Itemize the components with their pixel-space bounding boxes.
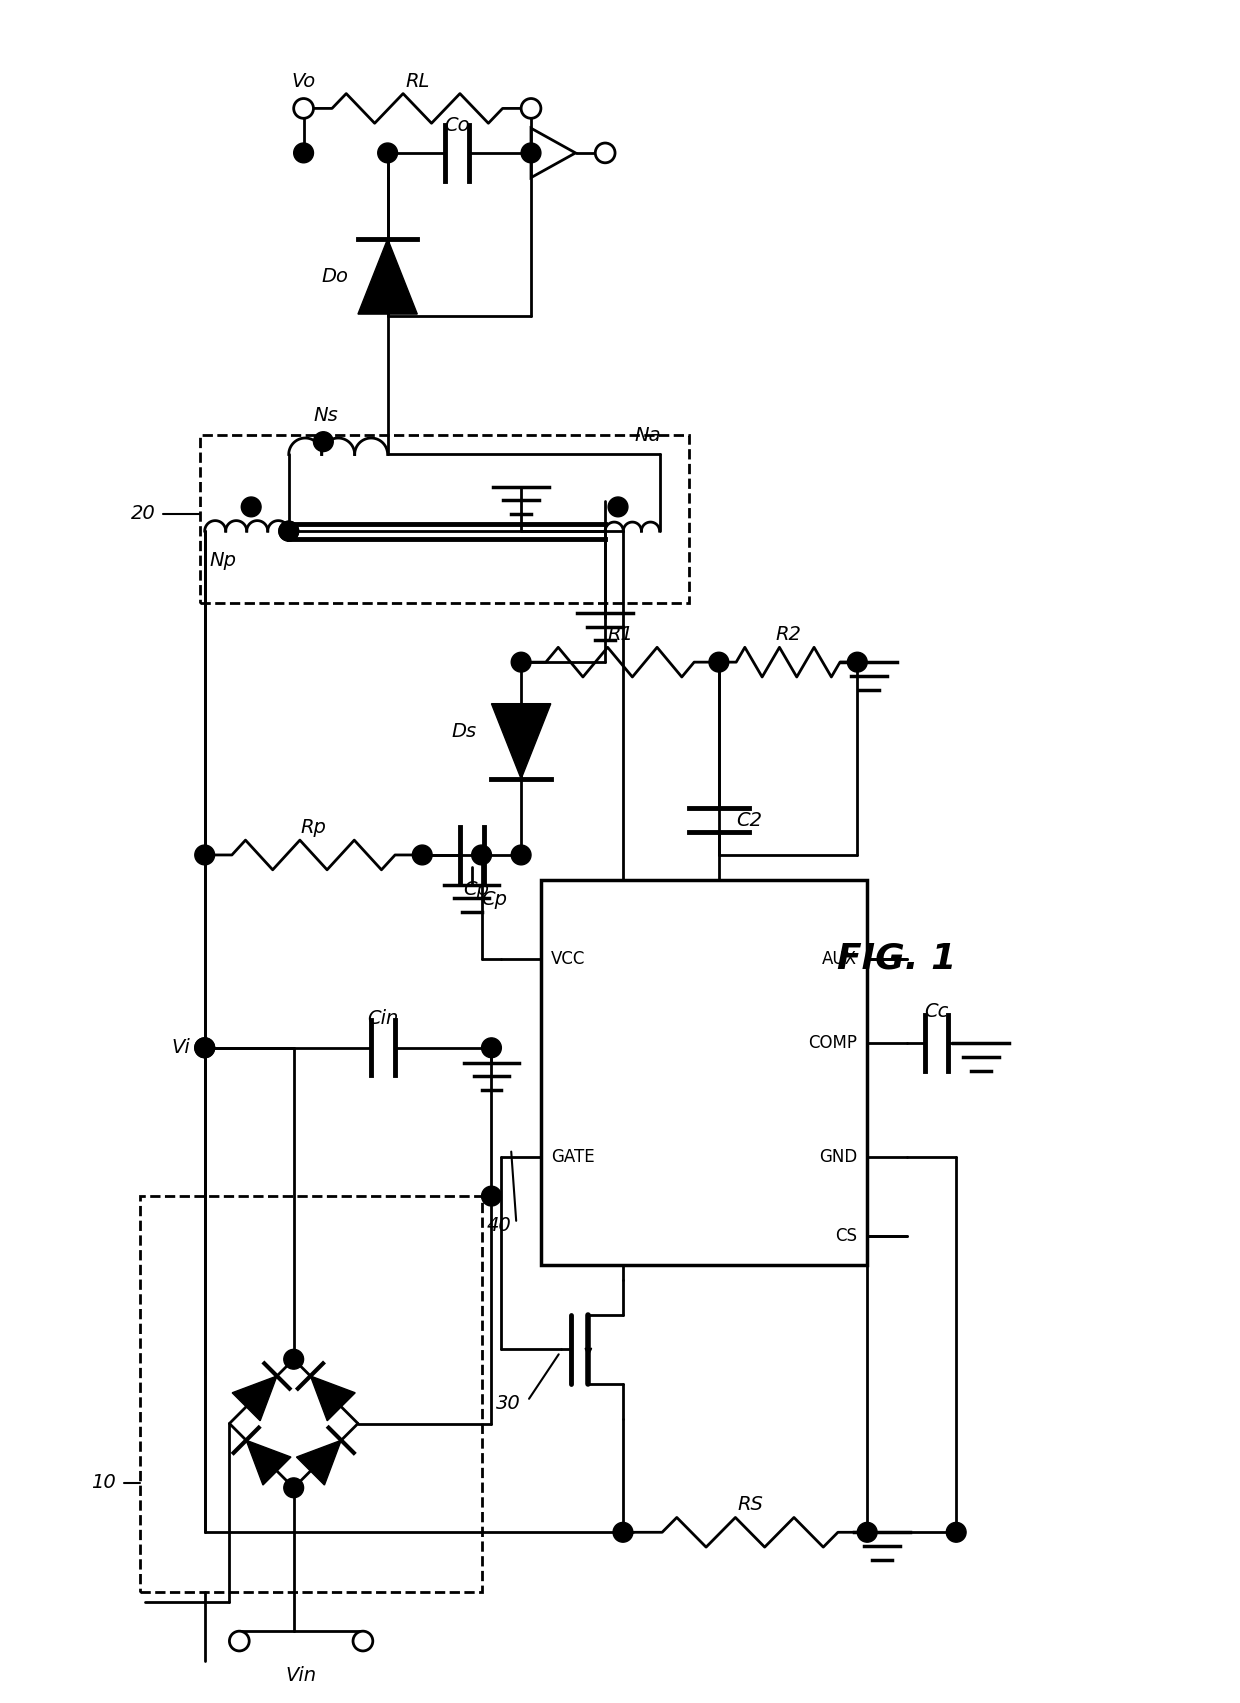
- Text: FIG. 1: FIG. 1: [837, 942, 956, 976]
- Text: Cp: Cp: [481, 889, 507, 909]
- Circle shape: [353, 1631, 373, 1650]
- Circle shape: [314, 433, 334, 451]
- Text: Ns: Ns: [314, 405, 339, 424]
- Text: R1: R1: [608, 625, 632, 644]
- Circle shape: [229, 1631, 249, 1650]
- Text: Cp: Cp: [464, 880, 490, 899]
- Text: Vin: Vin: [285, 1666, 316, 1684]
- Text: Cc: Cc: [924, 1001, 949, 1022]
- Circle shape: [521, 99, 541, 118]
- Text: GATE: GATE: [551, 1148, 594, 1165]
- Circle shape: [521, 143, 541, 163]
- Text: Do: Do: [321, 267, 348, 286]
- Circle shape: [613, 1522, 632, 1543]
- Circle shape: [242, 497, 262, 516]
- Circle shape: [195, 1037, 215, 1058]
- Circle shape: [195, 845, 215, 865]
- Circle shape: [471, 845, 491, 865]
- Polygon shape: [310, 1376, 355, 1420]
- Circle shape: [595, 143, 615, 163]
- Circle shape: [284, 1478, 304, 1497]
- Text: COMP: COMP: [808, 1034, 857, 1052]
- Circle shape: [279, 521, 299, 542]
- Text: 40: 40: [486, 1216, 511, 1235]
- Polygon shape: [358, 238, 418, 313]
- Circle shape: [279, 521, 299, 542]
- Circle shape: [481, 1037, 501, 1058]
- Polygon shape: [232, 1376, 277, 1420]
- Circle shape: [946, 1522, 966, 1543]
- Text: Na: Na: [635, 426, 661, 444]
- Text: Vi: Vi: [171, 1039, 190, 1058]
- Circle shape: [413, 845, 432, 865]
- Text: GND: GND: [820, 1148, 857, 1165]
- Text: Rp: Rp: [300, 817, 326, 838]
- Polygon shape: [491, 703, 551, 778]
- Polygon shape: [247, 1441, 291, 1485]
- Bar: [541, 880, 867, 1265]
- Circle shape: [608, 497, 627, 516]
- Text: Cin: Cin: [367, 1008, 398, 1029]
- Circle shape: [294, 99, 314, 118]
- Circle shape: [294, 143, 314, 163]
- Text: CS: CS: [836, 1226, 857, 1245]
- Circle shape: [378, 143, 398, 163]
- Text: Ds: Ds: [451, 722, 476, 741]
- Text: AUX: AUX: [822, 950, 857, 967]
- Text: VCC: VCC: [551, 950, 585, 967]
- Circle shape: [284, 1349, 304, 1369]
- Circle shape: [481, 1187, 501, 1206]
- Circle shape: [857, 1522, 877, 1543]
- Text: 10: 10: [91, 1473, 115, 1492]
- Text: C2: C2: [737, 811, 763, 829]
- Polygon shape: [296, 1441, 341, 1485]
- Text: 20: 20: [130, 504, 155, 523]
- Circle shape: [511, 845, 531, 865]
- Circle shape: [709, 652, 729, 673]
- Text: Co: Co: [444, 116, 470, 135]
- Text: R2: R2: [775, 625, 801, 644]
- Text: Np: Np: [210, 552, 237, 571]
- Text: Vo: Vo: [291, 72, 316, 90]
- Circle shape: [195, 1037, 215, 1058]
- Circle shape: [511, 652, 531, 673]
- Text: 30: 30: [496, 1395, 521, 1413]
- Text: RS: RS: [737, 1495, 763, 1514]
- Text: RL: RL: [405, 72, 429, 90]
- Circle shape: [847, 652, 867, 673]
